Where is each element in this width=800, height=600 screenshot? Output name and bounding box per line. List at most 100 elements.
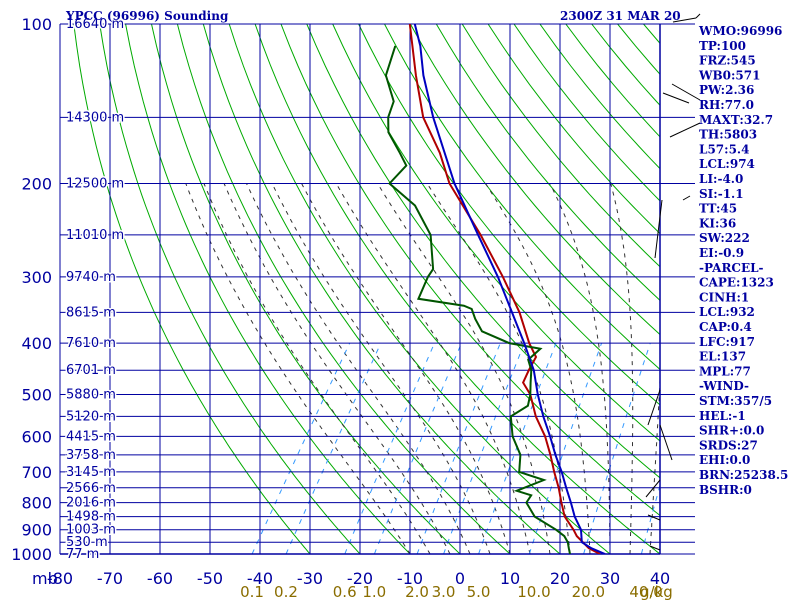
- height-label: 3145 m: [66, 465, 116, 480]
- stability-index: SW:222: [699, 231, 750, 245]
- mixing-ratio-label: 10.0: [517, 583, 550, 600]
- temperature-profile: [408, 24, 601, 554]
- height-label: 530 m: [66, 535, 108, 550]
- height-label: 11010 m: [66, 228, 124, 243]
- stability-index: RH:77.0: [699, 98, 754, 112]
- mixing-ratio-label: 0.2: [274, 583, 298, 600]
- stability-index: BRN:25238.5: [699, 468, 788, 482]
- pressure-tick-label: 900: [21, 521, 52, 540]
- mixing-ratio-line: [285, 342, 382, 554]
- stability-index: TP:100: [699, 39, 746, 53]
- pressure-tick-label: 800: [21, 494, 52, 513]
- height-label: 77 m: [66, 547, 99, 562]
- stability-index: FRZ:545: [699, 54, 756, 68]
- stability-index: CAPE:1323: [699, 276, 774, 290]
- mixing-ratio-line: [443, 342, 525, 554]
- mixing-ratio-unit: g/kg: [640, 583, 673, 600]
- pressure-tick-label: 700: [21, 463, 52, 482]
- temperature-tick-label: 40: [650, 569, 670, 588]
- moist-adiabat: [246, 183, 471, 554]
- stability-index: STM:357/5: [699, 394, 772, 408]
- stability-index: EI:-0.9: [699, 246, 744, 260]
- stability-index: -WIND-: [699, 379, 749, 393]
- wind-barb: [647, 389, 661, 426]
- stability-index: SI:-1.1: [699, 187, 744, 201]
- mixing-ratio-line: [251, 342, 351, 554]
- height-label: 2016 m: [66, 496, 116, 511]
- wind-barbs: [645, 13, 701, 551]
- pressure-tick-label: 600: [21, 427, 52, 446]
- wind-barb: [647, 514, 661, 521]
- pressure-tick-label: 300: [21, 268, 52, 287]
- stability-index: WMO:96996: [698, 24, 782, 38]
- pressure-tick-label: 500: [21, 385, 52, 404]
- temperature-tick-label: -70: [97, 569, 123, 588]
- wind-barb: [669, 122, 701, 138]
- chart-labels: 0.1 0.2 0.6 1.0 2.0 3.0 5.0 10.0 20.0 40.0g/kg100…: [11, 15, 673, 600]
- pressure-tick-label: 100: [21, 15, 52, 34]
- height-label: 1498 m: [66, 510, 116, 525]
- height-label: 16640 m: [66, 17, 124, 32]
- stability-index: HEL:-1: [699, 409, 746, 423]
- wind-barb: [662, 92, 690, 104]
- dry-adiabat: [125, 24, 411, 554]
- stability-index: CAP:0.4: [699, 320, 752, 334]
- height-label: 6701 m: [66, 363, 116, 378]
- moist-adiabat: [485, 183, 591, 554]
- temperature-tick-label: 10: [500, 569, 520, 588]
- moist-adiabat: [610, 183, 634, 554]
- stability-index: -PARCEL-: [699, 261, 764, 275]
- wind-barb: [659, 424, 673, 461]
- sounding-profiles: [384, 24, 606, 554]
- stability-index: L57:5.4: [699, 142, 749, 156]
- height-label: 14300 m: [66, 110, 124, 125]
- temperature-tick-label: 30: [600, 569, 620, 588]
- temperature-tick-label: -50: [197, 569, 223, 588]
- wind-barb: [671, 83, 701, 101]
- mixing-ratio-label: 3.0: [432, 583, 456, 600]
- wind-barb: [682, 195, 691, 201]
- pressure-temperature-grid: [59, 23, 695, 555]
- wind-barb: [695, 13, 701, 19]
- stability-index: TH:5803: [699, 128, 757, 142]
- mixing-ratio-line: [373, 342, 462, 554]
- temperature-tick-label: -80: [47, 569, 73, 588]
- moist-adiabat: [335, 183, 531, 554]
- station-title: YPCC (96996) Sounding: [65, 9, 229, 23]
- moist-adiabat: [203, 183, 431, 554]
- temperature-tick-label: 20: [550, 569, 570, 588]
- wind-barb: [645, 479, 661, 498]
- mixing-ratio-label: 5.0: [467, 583, 491, 600]
- mixing-ratio-line: [640, 483, 660, 554]
- stability-index: MPL:77: [699, 364, 751, 378]
- wind-barb: [654, 199, 663, 259]
- pressure-tick-label: 400: [21, 334, 52, 353]
- stability-index: CINH:1: [699, 290, 749, 304]
- height-label: 8615 m: [66, 305, 116, 320]
- pressure-unit-label: mb: [32, 569, 58, 588]
- mixing-ratio-label: 1.0: [362, 583, 386, 600]
- mixing-ratio-label: 20.0: [572, 583, 605, 600]
- temperature-tick-label: -60: [147, 569, 173, 588]
- mixing-ratio-line: [528, 342, 603, 554]
- height-label: 1003 m: [66, 523, 116, 538]
- stability-index: KI:36: [699, 216, 736, 230]
- height-label: 9740 m: [66, 270, 116, 285]
- height-label: 5880 m: [66, 387, 116, 402]
- stability-index: LCL:974: [699, 157, 755, 171]
- dry-adiabat: [151, 24, 461, 554]
- temperature-tick-label: 0: [455, 569, 465, 588]
- mixing-ratio-label: 0.1: [240, 583, 264, 600]
- stability-indices: WMO:96996TP:100FRZ:545WB0:571PW:2.36RH:7…: [698, 24, 788, 497]
- temperature-tick-label: -10: [397, 569, 423, 588]
- stability-index: LFC:917: [699, 335, 755, 349]
- height-label: 4415 m: [66, 429, 116, 444]
- dry-adiabat: [280, 24, 660, 517]
- stability-index: BSHR:0: [699, 483, 752, 497]
- dewpoint-profile: [384, 45, 571, 554]
- height-label: 3758 m: [66, 448, 116, 463]
- height-label: 2566 m: [66, 481, 116, 496]
- stability-index: LI:-4.0: [699, 172, 743, 186]
- mixing-ratio-label: 2.0: [405, 583, 429, 600]
